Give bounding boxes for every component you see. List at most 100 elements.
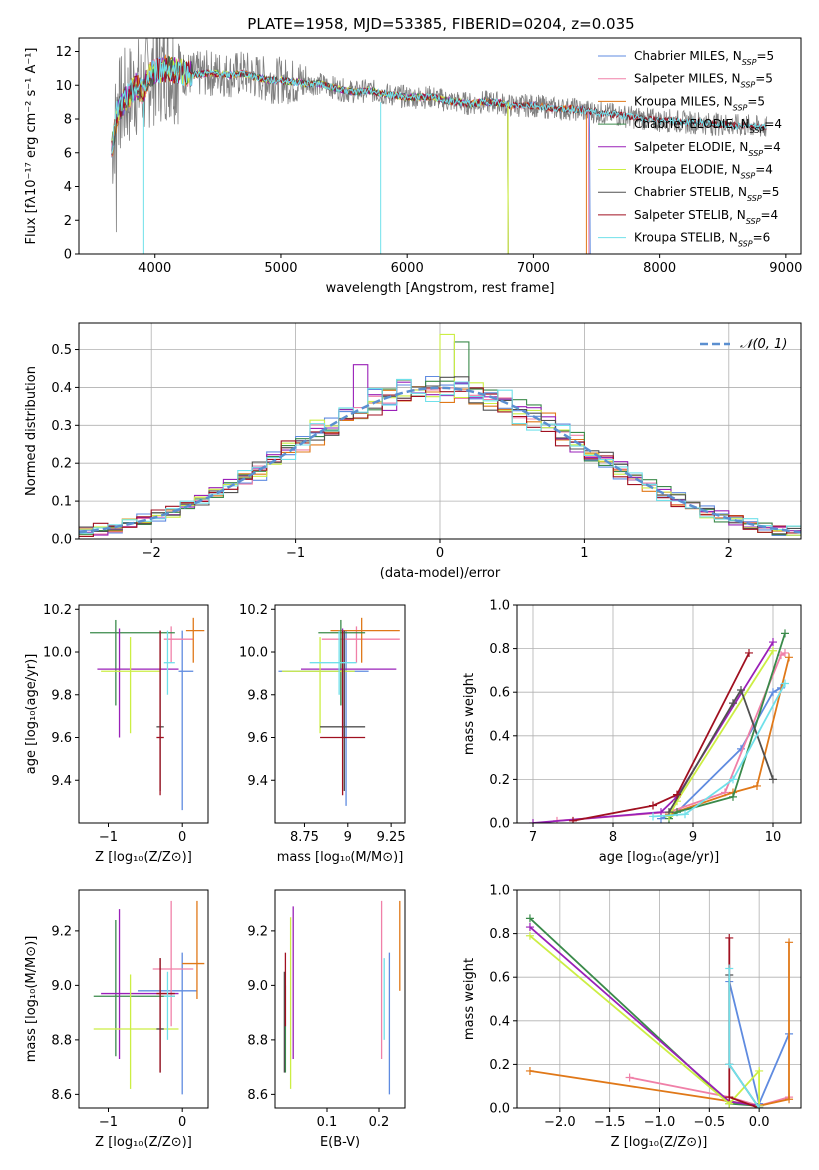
y-tick-label: 0.6 xyxy=(489,971,510,986)
weight-line-salpeter_elodie xyxy=(529,926,760,1107)
x-axis-label: wavelength [Angstrom, rest frame] xyxy=(326,281,555,296)
y-axis-label: mass [log₁₀(M/M⊙)] xyxy=(24,936,39,1063)
y-tick-label: 8.6 xyxy=(51,1088,72,1103)
weight-point-salpeter_stelib xyxy=(745,648,753,657)
y-tick-label: 9.2 xyxy=(247,924,268,939)
weight-line-kroupa_miles xyxy=(529,942,790,1107)
legend-count: =5 xyxy=(747,94,765,108)
legend-count: =5 xyxy=(755,72,773,86)
x-tick-label: −2 xyxy=(142,546,161,561)
y-tick-label: 0.0 xyxy=(489,1102,510,1117)
x-tick-label: 9000 xyxy=(769,261,802,276)
x-tick-label: 6000 xyxy=(391,261,424,276)
x-tick-label: 9 xyxy=(689,830,697,845)
panel-weight_vs_Z: −2.0 −1.5 −1.0 −0.5 0.0 0.0 0.2 0.4 0.6 0.8 1.0 Z [… xyxy=(462,884,802,1150)
y-tick-label: 10.2 xyxy=(43,603,72,618)
weight-point-kroupa_stelib xyxy=(755,1104,764,1108)
y-axis-label: mass weight xyxy=(462,958,477,1040)
legend-count: =4 xyxy=(763,140,781,154)
weight-point-kroupa_miles xyxy=(785,938,794,947)
legend-subscript: SSP xyxy=(746,216,761,225)
axes-frame xyxy=(516,604,802,824)
y-tick-label: 0.1 xyxy=(51,495,72,510)
weight-point-salpeter_elodie xyxy=(769,638,777,647)
weight-point-kroupa_stelib xyxy=(781,679,789,688)
weight-point-salpeter_elodie xyxy=(525,923,534,932)
legend-label: Kroupa STELIB, NSSP=6 xyxy=(634,231,770,249)
weight-point-salpeter_stelib xyxy=(673,790,681,799)
x-axis-label: Z [log₁₀(Z/Z⊙)] xyxy=(611,1135,708,1150)
plot-layer: 4000 5000 6000 7000 8000 9000024681012wavelen… xyxy=(24,37,802,1150)
y-tick-label: 9.4 xyxy=(51,774,72,789)
x-tick-label: 0 xyxy=(178,830,186,845)
errorbar-series xyxy=(93,900,205,1095)
y-tick-label: 1.0 xyxy=(489,884,510,899)
y-tick-label: 4 xyxy=(64,180,72,195)
y-tick-label: 0.4 xyxy=(489,729,510,744)
line-series xyxy=(529,629,793,823)
y-tick-label: 10.0 xyxy=(43,646,72,661)
weight-point-salpeter_stelib xyxy=(725,1093,734,1102)
weight-point-kroupa_stelib xyxy=(729,775,737,784)
x-tick-label: 1 xyxy=(580,546,588,561)
legend-subscript: SSP xyxy=(741,80,756,89)
legend-label: Kroupa ELODIE, NSSP=4 xyxy=(634,163,773,181)
weight-point-salpeter_stelib xyxy=(649,801,657,810)
weight-point-kroupa_miles xyxy=(785,653,793,662)
weight-point-salpeter_stelib xyxy=(725,933,734,942)
legend-subscript: SSP xyxy=(741,171,756,180)
x-tick-label: 8 xyxy=(609,830,617,845)
panel-mass_vs_ebv: 0.1 0.2 8.6 8.8 9.0 9.2 E(B-V) xyxy=(247,889,406,1150)
y-axis-label: Flux [fλ10⁻¹⁷ erg cm⁻² s⁻¹ A⁻¹] xyxy=(24,48,39,245)
x-tick-label: 9.25 xyxy=(377,830,406,845)
weight-point-chabrier_stelib xyxy=(769,775,777,784)
legend-subscript: SSP xyxy=(742,58,757,67)
y-tick-label: 0.8 xyxy=(489,642,510,657)
x-tick-label: 0 xyxy=(436,546,444,561)
legend-count: =4 xyxy=(764,117,782,131)
weight-point-kroupa_stelib xyxy=(725,1060,734,1069)
legend-subscript: SSP xyxy=(750,126,765,135)
histogram-chabrier_stelib xyxy=(79,376,801,535)
line-series xyxy=(525,914,794,1108)
weight-point-chabrier_stelib xyxy=(729,699,737,708)
x-tick-label: 5000 xyxy=(264,261,297,276)
y-tick-label: 12 xyxy=(55,45,72,60)
y-tick-label: 1.0 xyxy=(489,599,510,614)
y-tick-label: 6 xyxy=(64,146,72,161)
y-tick-label: 10 xyxy=(55,79,72,94)
errorbar-series xyxy=(283,900,401,1095)
weight-point-salpeter_miles xyxy=(625,1073,634,1082)
x-tick-label: −1 xyxy=(99,1115,118,1130)
legend-label: Chabrier ELODIE, NSSP=4 xyxy=(634,117,782,135)
x-tick-label: 7000 xyxy=(517,261,550,276)
legend-subscript: SSP xyxy=(747,194,762,203)
y-tick-label: 9.4 xyxy=(247,774,268,789)
weight-point-salpeter_elodie xyxy=(657,808,665,817)
x-tick-label: 10 xyxy=(765,830,782,845)
panel-age_vs_Z: −1 0 9.4 9.6 9.8 10.0 10.2 Z [log₁₀(Z/Z⊙)] age [… xyxy=(24,603,209,865)
x-tick-label: −1.5 xyxy=(594,1115,626,1130)
errorbar-series xyxy=(90,617,205,811)
legend-count: =4 xyxy=(755,163,773,177)
weight-line-kroupa_stelib xyxy=(652,683,786,818)
y-tick-label: 9.8 xyxy=(51,688,72,703)
weight-line-salpeter_elodie xyxy=(532,641,774,823)
axes-frame xyxy=(78,604,209,824)
y-tick-label: 0.2 xyxy=(489,1058,510,1073)
spectrum-panel: 4000 5000 6000 7000 8000 9000 0 2 4 6 8 10 12 wavelen… xyxy=(24,37,802,296)
y-tick-label: 0.0 xyxy=(489,817,510,832)
y-tick-label: 0.6 xyxy=(489,686,510,701)
x-tick-label: −1 xyxy=(99,830,118,845)
y-tick-label: 0.4 xyxy=(489,1014,510,1029)
x-tick-label: 0.0 xyxy=(749,1115,770,1130)
x-axis-label: Z [log₁₀(Z/Z⊙)] xyxy=(95,1135,192,1150)
weight-point-kroupa_elodie xyxy=(525,931,534,940)
y-axis-label: mass weight xyxy=(462,673,477,755)
x-axis-label: E(B-V) xyxy=(320,1135,360,1150)
x-tick-label: 8.75 xyxy=(290,830,319,845)
panel-age_vs_mass: 8.75 9 9.25 9.4 9.6 9.8 10.0 10.2 mass [log₁₀(M/… xyxy=(239,603,406,865)
model-spectrum-kroupa_stelib xyxy=(111,59,767,154)
y-tick-label: 9.8 xyxy=(247,688,268,703)
